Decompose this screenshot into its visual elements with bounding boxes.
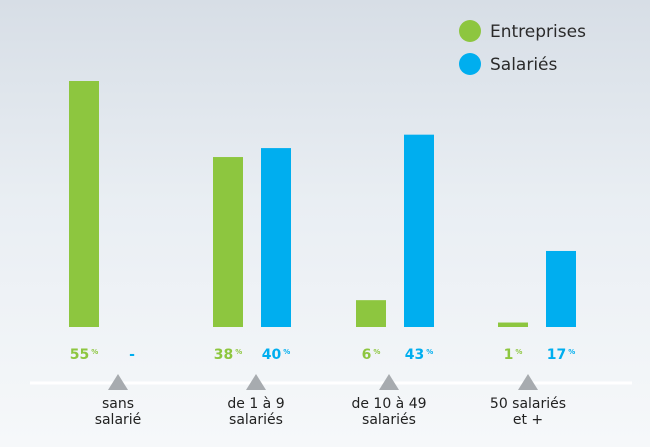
legend-swatch-entreprises [459,20,481,42]
bar-entreprises-3 [498,322,528,327]
category-label-3-line-1: et + [513,412,543,428]
value-label-salaries-3: 17% [547,347,576,363]
value-label-entreprises-3: 1% [504,347,523,363]
category-label-2-line-1: salariés [362,412,416,428]
category-marker-0 [108,374,128,390]
bar-entreprises-2 [356,300,386,327]
value-label-salaries-2: 43% [405,347,434,363]
bar-entreprises-0 [69,81,99,327]
bar-salaries-2 [404,134,434,327]
bar-salaries-1 [261,148,291,327]
bar-salaries-3 [546,250,576,327]
value-label-salaries-1: 40% [262,347,291,363]
legend-label-salaries: Salariés [490,55,558,75]
category-marker-1 [246,374,266,390]
category-label-3-line-0: 50 salariés [490,396,566,412]
category-label-1-line-1: salariés [229,412,283,428]
category-marker-3 [518,374,538,390]
category-label-0-line-1: salarié [95,412,142,428]
category-label-1-line-0: de 1 à 9 [227,396,284,412]
category-label-2-line-0: de 10 à 49 [351,396,426,412]
value-label-entreprises-1: 38% [214,347,243,363]
category-marker-2 [379,374,399,390]
value-label-entreprises-0: 55% [70,347,99,363]
legend-label-entreprises: Entreprises [490,22,586,42]
bar-entreprises-1 [213,157,243,327]
value-label-salaries-0: - [129,347,135,363]
value-label-entreprises-2: 6% [362,347,381,363]
category-label-0-line-0: sans [102,396,134,412]
legend-swatch-salaries [459,53,481,75]
